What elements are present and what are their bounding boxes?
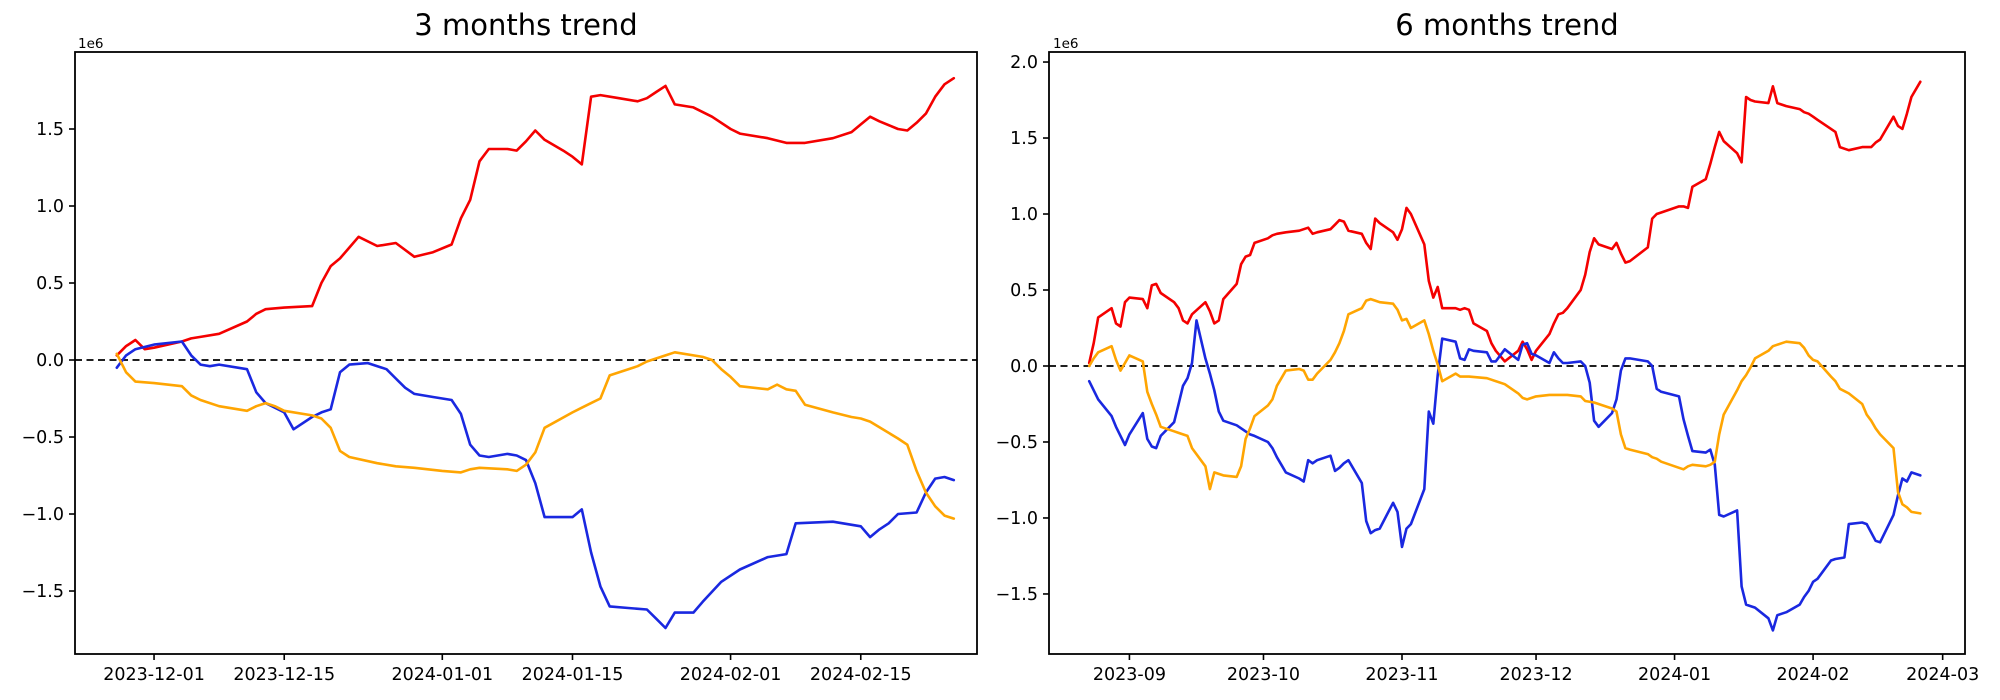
x-tick-label: 2024-01 bbox=[1638, 665, 1711, 685]
orange-series-line bbox=[1087, 297, 1922, 515]
y-tick-label: 0.5 bbox=[36, 274, 64, 294]
chart-title-6-months: 6 months trend bbox=[1395, 8, 1619, 42]
y-tick-label: 1.5 bbox=[1010, 129, 1038, 149]
x-tick-label: 2023-12-15 bbox=[233, 665, 335, 685]
x-tick-label: 2024-01-01 bbox=[391, 665, 493, 685]
x-tick-label: 2024-01-15 bbox=[522, 665, 624, 685]
y-tick-label: −1.0 bbox=[22, 505, 65, 525]
y-tick-label: 1.5 bbox=[36, 120, 64, 140]
red-series-line bbox=[1087, 80, 1922, 365]
y-axis-offset-label-left: 1e6 bbox=[78, 36, 104, 52]
y-tick-label: 1.0 bbox=[1010, 205, 1038, 225]
x-tick-label: 2024-03 bbox=[1906, 665, 1979, 685]
y-tick-label: −1.0 bbox=[996, 509, 1039, 529]
red-series-line bbox=[115, 76, 956, 357]
x-tick-label: 2023-10 bbox=[1227, 665, 1300, 685]
y-tick-label: 0.5 bbox=[1010, 281, 1038, 301]
orange-series-line bbox=[115, 350, 956, 520]
axes-spines bbox=[74, 51, 978, 655]
y-tick-label: −1.5 bbox=[996, 585, 1039, 605]
blue-series-line bbox=[1087, 319, 1922, 632]
x-tick-label: 2024-02 bbox=[1777, 665, 1850, 685]
x-tick-label: 2023-11 bbox=[1365, 665, 1438, 685]
y-tick-label: 2.0 bbox=[1010, 53, 1038, 73]
y-tick-label: −0.5 bbox=[996, 433, 1039, 453]
x-tick-label: 2023-09 bbox=[1093, 665, 1166, 685]
x-tick-label: 2023-12 bbox=[1499, 665, 1572, 685]
x-tick-label: 2024-02-01 bbox=[680, 665, 782, 685]
y-tick-label: −1.5 bbox=[22, 582, 65, 602]
axes-spines bbox=[1048, 51, 1966, 655]
y-tick-label: 0.0 bbox=[1010, 357, 1038, 377]
y-axis-offset-label-right: 1e6 bbox=[1053, 36, 1079, 52]
blue-series-line bbox=[115, 340, 956, 630]
chart-title-3-months: 3 months trend bbox=[414, 8, 638, 42]
x-tick-label: 2024-02-15 bbox=[810, 665, 912, 685]
y-tick-label: 1.0 bbox=[36, 197, 64, 217]
y-tick-label: 0.0 bbox=[36, 351, 64, 371]
y-tick-label: −0.5 bbox=[22, 428, 65, 448]
x-tick-label: 2023-12-01 bbox=[103, 665, 205, 685]
